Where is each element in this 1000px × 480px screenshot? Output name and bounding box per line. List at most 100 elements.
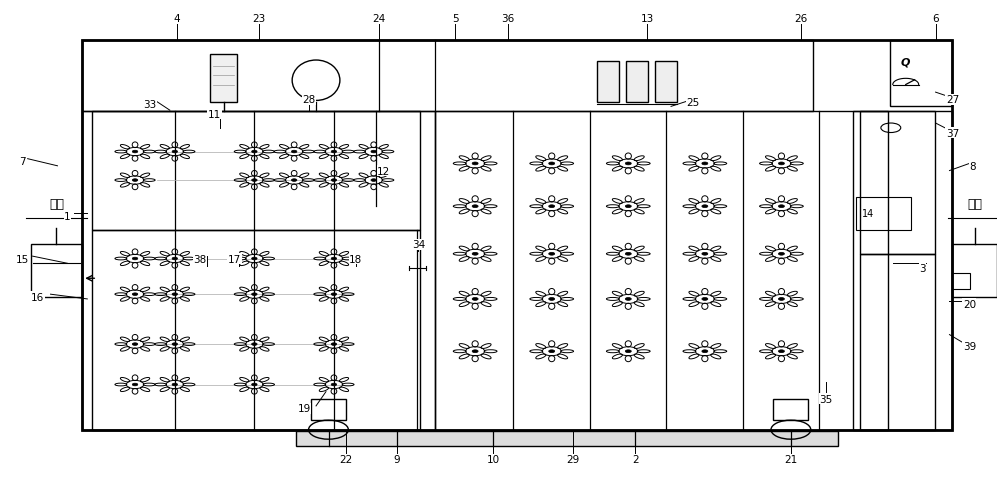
Text: 39: 39 <box>963 342 976 352</box>
Circle shape <box>252 258 257 260</box>
Circle shape <box>472 298 478 301</box>
Circle shape <box>172 293 178 296</box>
Bar <box>82 41 813 112</box>
Bar <box>655 62 677 102</box>
Circle shape <box>291 151 297 154</box>
Circle shape <box>778 253 784 256</box>
Bar <box>856 197 911 230</box>
Bar <box>82 112 435 430</box>
Circle shape <box>331 258 337 260</box>
Text: 9: 9 <box>393 454 400 464</box>
Text: 12: 12 <box>377 166 390 176</box>
Text: 19: 19 <box>297 404 311 413</box>
Bar <box>210 55 237 102</box>
Circle shape <box>549 253 555 256</box>
Circle shape <box>172 384 178 386</box>
Text: 27: 27 <box>946 95 959 105</box>
Circle shape <box>132 384 138 386</box>
Bar <box>860 254 935 430</box>
Text: 14: 14 <box>862 209 874 219</box>
Bar <box>626 62 648 102</box>
Circle shape <box>625 350 631 353</box>
Text: 7: 7 <box>19 157 26 167</box>
Bar <box>82 41 952 430</box>
Text: 1: 1 <box>64 211 71 221</box>
Text: 3: 3 <box>919 264 926 274</box>
Text: 24: 24 <box>372 14 385 24</box>
Circle shape <box>371 180 376 182</box>
Text: 26: 26 <box>795 14 808 24</box>
Text: 17: 17 <box>228 254 241 264</box>
Text: 37: 37 <box>946 128 959 138</box>
Circle shape <box>132 258 138 260</box>
Bar <box>435 112 888 430</box>
Circle shape <box>702 253 708 256</box>
Text: 5: 5 <box>452 14 459 24</box>
Circle shape <box>331 343 337 346</box>
Circle shape <box>252 384 257 386</box>
Circle shape <box>252 293 257 296</box>
Circle shape <box>778 298 784 301</box>
Text: 6: 6 <box>932 14 939 24</box>
Text: 33: 33 <box>143 100 157 110</box>
Circle shape <box>172 151 178 154</box>
Text: 13: 13 <box>641 14 654 24</box>
Circle shape <box>472 205 478 208</box>
Text: 28: 28 <box>302 95 316 105</box>
Circle shape <box>331 293 337 296</box>
Circle shape <box>778 350 784 353</box>
Text: 20: 20 <box>963 299 976 309</box>
Circle shape <box>331 180 337 182</box>
Circle shape <box>331 151 337 154</box>
Text: 25: 25 <box>686 97 700 108</box>
Text: 29: 29 <box>566 454 579 464</box>
Bar <box>296 431 838 446</box>
Text: 进水: 进水 <box>49 198 64 211</box>
Text: 21: 21 <box>785 454 798 464</box>
Circle shape <box>625 298 631 301</box>
Circle shape <box>549 163 555 166</box>
Bar <box>952 245 997 297</box>
Circle shape <box>625 205 631 208</box>
Circle shape <box>549 298 555 301</box>
Circle shape <box>625 163 631 166</box>
Circle shape <box>702 298 708 301</box>
Circle shape <box>472 253 478 256</box>
Text: 18: 18 <box>349 254 362 264</box>
Circle shape <box>549 205 555 208</box>
Text: 2: 2 <box>632 454 639 464</box>
Bar <box>597 62 619 102</box>
Text: 10: 10 <box>486 454 500 464</box>
Circle shape <box>172 258 178 260</box>
Circle shape <box>331 384 337 386</box>
Text: 22: 22 <box>339 454 352 464</box>
Text: 8: 8 <box>969 161 976 171</box>
Circle shape <box>778 205 784 208</box>
Text: 36: 36 <box>501 14 515 24</box>
Text: 出水: 出水 <box>967 198 982 211</box>
Bar <box>92 112 420 230</box>
Circle shape <box>252 180 257 182</box>
Circle shape <box>252 151 257 154</box>
Text: 23: 23 <box>253 14 266 24</box>
Circle shape <box>172 343 178 346</box>
Bar <box>853 112 952 430</box>
Circle shape <box>291 180 297 182</box>
Text: 4: 4 <box>173 14 180 24</box>
Text: 15: 15 <box>16 254 29 264</box>
Bar <box>773 399 808 420</box>
Text: 11: 11 <box>208 109 221 119</box>
Bar <box>890 41 952 107</box>
Circle shape <box>702 205 708 208</box>
Bar <box>311 399 346 420</box>
Circle shape <box>252 343 257 346</box>
Bar <box>952 274 970 289</box>
Circle shape <box>132 343 138 346</box>
Text: 16: 16 <box>31 292 44 302</box>
Bar <box>31 245 82 297</box>
Circle shape <box>549 350 555 353</box>
Text: Q: Q <box>901 57 910 67</box>
Circle shape <box>472 350 478 353</box>
Text: 35: 35 <box>820 394 833 404</box>
Circle shape <box>625 253 631 256</box>
